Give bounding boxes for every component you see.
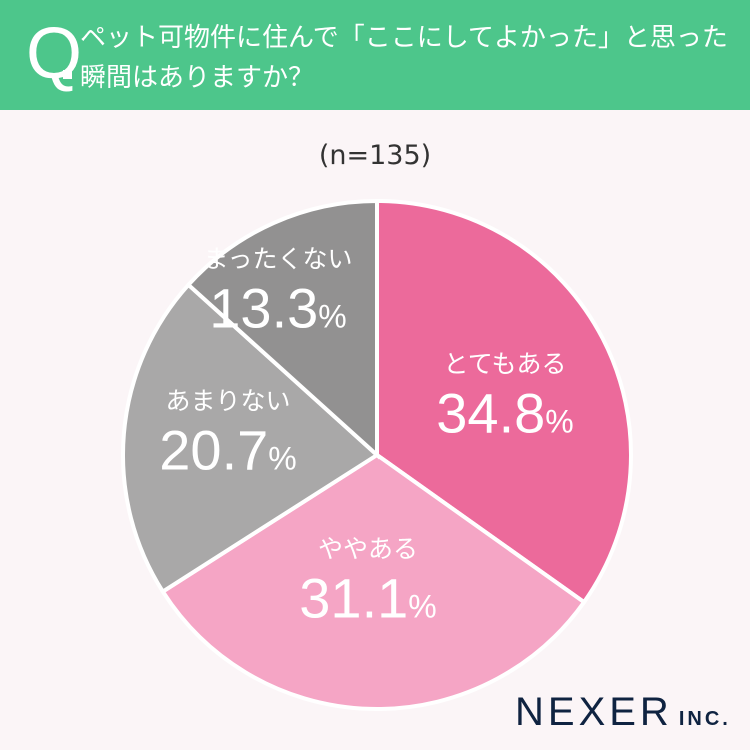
- slice-category: とてもある: [443, 349, 567, 379]
- slice-label: とてもある 34.8%: [436, 345, 573, 446]
- question-title: ペット可物件に住んで「ここにしてよかった」と思った瞬間はありますか？: [80, 23, 728, 93]
- slice-label: まったくない 13.3%: [203, 240, 352, 341]
- slice-label: あまりない 20.7%: [159, 382, 296, 483]
- pie-slice: [185, 198, 379, 460]
- slice-category: まったくない: [203, 244, 353, 274]
- slice-value: 13.3%: [209, 276, 347, 340]
- slice-value: 31.1%: [299, 566, 437, 630]
- slice-value: 20.7%: [159, 418, 297, 482]
- q-mark: Q: [26, 14, 83, 94]
- slice-category: あまりない: [165, 386, 291, 416]
- nexer-logo: NEXER INC.: [515, 690, 731, 734]
- slice-label: ややある 31.1%: [299, 530, 436, 631]
- sample-size: (n=135): [318, 140, 432, 171]
- pie-slice: [375, 198, 633, 605]
- pie-slice: [121, 281, 381, 595]
- q-dot: [63, 70, 72, 79]
- slice-value: 34.8%: [436, 381, 574, 445]
- pie-slice: [160, 452, 587, 711]
- slice-category: ややある: [317, 534, 419, 564]
- question-header: Q ペット可物件に住んで「ここにしてよかった」と思った瞬間はありますか？: [0, 0, 750, 110]
